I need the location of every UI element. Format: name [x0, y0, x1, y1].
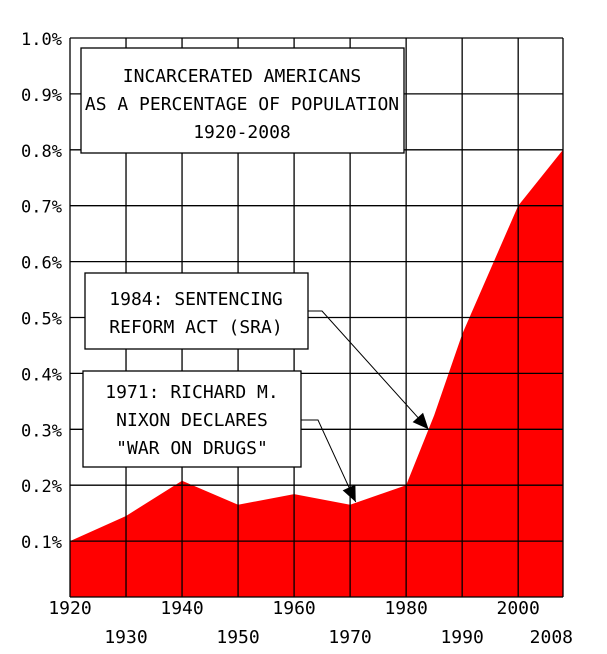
- annotation-text: REFORM ACT (SRA): [109, 317, 282, 338]
- y-tick-label: 1.0%: [21, 30, 62, 50]
- x-tick-label: 1920: [48, 598, 91, 619]
- y-tick-label: 0.8%: [21, 142, 62, 162]
- annotation-text: 1971: RICHARD M.: [105, 382, 278, 403]
- annotation-text: "WAR ON DRUGS": [116, 438, 268, 459]
- title-box: [80, 47, 405, 154]
- annotation-box: [84, 272, 309, 350]
- x-tick-label: 1950: [216, 627, 259, 648]
- x-tick-label: 1960: [272, 598, 315, 619]
- x-tick-label: 2000: [497, 598, 540, 619]
- y-tick-label: 0.5%: [21, 310, 62, 330]
- x-tick-label: 1970: [328, 627, 371, 648]
- chart-title-line: AS A PERCENTAGE OF POPULATION: [85, 94, 399, 115]
- annotation-arrow-line: [301, 419, 357, 503]
- chart-title-line: INCARCERATED AMERICANS: [123, 66, 361, 87]
- y-tick-label: 0.2%: [21, 477, 62, 497]
- annotation-text: 1984: SENTENCING: [109, 289, 282, 310]
- x-tick-label: 1940: [160, 598, 203, 619]
- x-tick-label: 1930: [104, 627, 147, 648]
- arrowhead-icon: [412, 412, 429, 430]
- annotation-text: NIXON DECLARES: [116, 410, 268, 431]
- annotation-box: [82, 370, 302, 468]
- y-tick-label: 0.7%: [21, 198, 62, 218]
- y-tick-label: 0.9%: [21, 86, 62, 106]
- y-tick-label: 0.4%: [21, 365, 62, 385]
- y-tick-label: 0.1%: [21, 533, 62, 553]
- y-tick-label: 0.6%: [21, 254, 62, 274]
- x-tick-label: 2008: [530, 627, 573, 648]
- x-tick-label: 1980: [384, 598, 427, 619]
- arrowhead-icon: [342, 484, 356, 502]
- annotation-arrow-line: [308, 310, 429, 430]
- x-tick-label: 1990: [440, 627, 483, 648]
- chart-title-line: 1920-2008: [193, 122, 291, 143]
- y-tick-label: 0.3%: [21, 421, 62, 441]
